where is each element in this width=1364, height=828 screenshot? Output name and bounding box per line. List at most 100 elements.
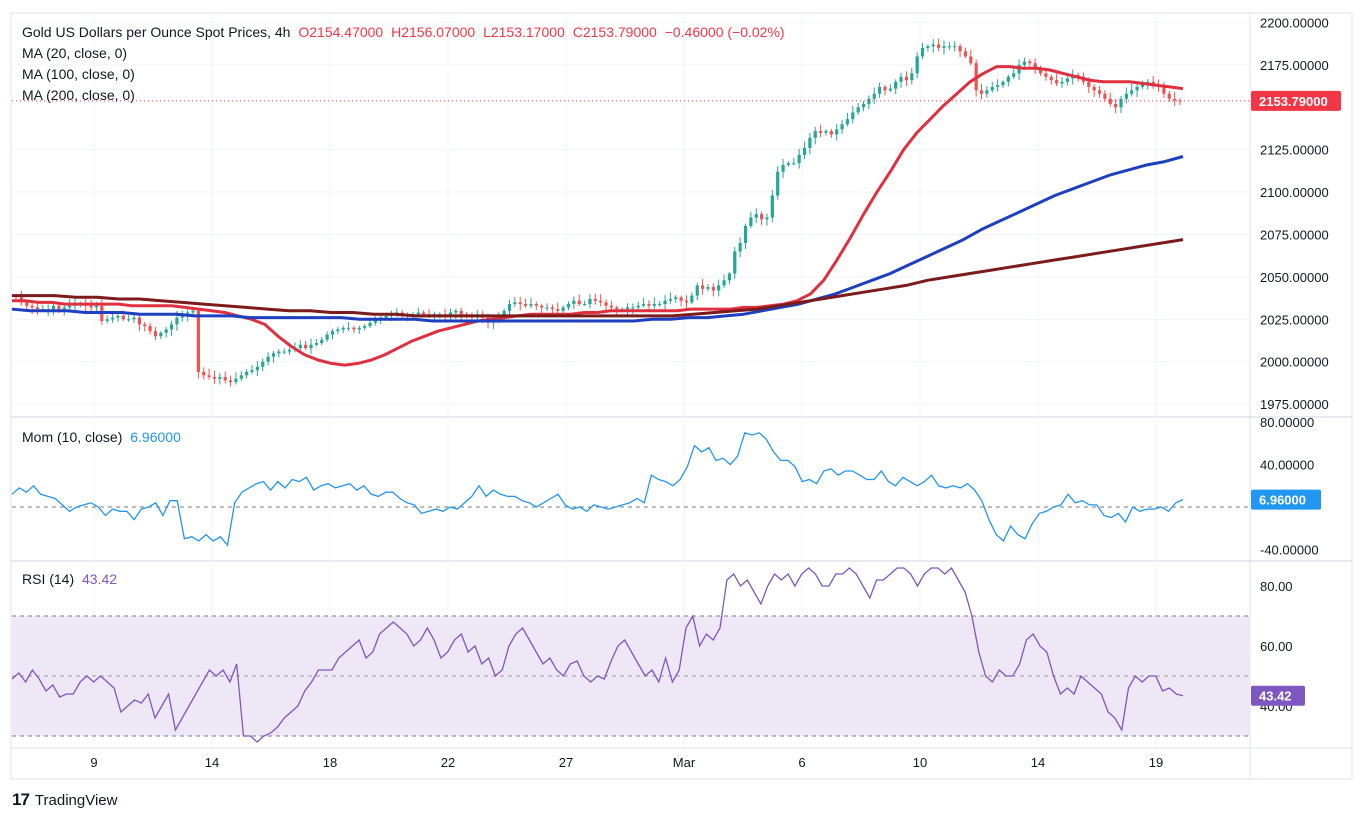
candle-body [641,304,646,306]
candle-body [990,86,994,91]
candle-body [759,214,764,220]
tradingview-brand[interactable]: 17 TradingView [12,790,117,810]
candle-body [652,304,656,306]
candle-body [1006,76,1010,82]
price-tick-label: 2200.00000 [1260,15,1329,30]
x-tick-label: 6 [798,755,805,770]
momentum-tick-label: 80.00000 [1260,415,1314,430]
candle-body [824,131,828,133]
candle-body [25,302,29,306]
candle-body [979,90,984,94]
rsi-legend[interactable]: RSI (14) 43.42 [22,569,121,589]
candle-body [556,309,560,311]
candle-body [282,351,286,353]
candle-body [1038,68,1043,74]
candle-body [1097,90,1102,94]
candle-body [599,300,603,303]
candle-body [228,380,233,383]
candle-body [513,302,517,305]
candle-body [239,375,243,379]
last-price-badge [1251,90,1341,111]
candle-body [856,107,860,113]
ma100-legend[interactable]: MA (100, close, 0) [22,66,135,82]
candle-body [336,329,340,332]
candle-body [261,361,265,367]
candle-body [706,287,710,289]
x-tick-label: Mar [673,755,696,770]
candle-body [1033,63,1037,69]
candle-body [845,119,850,125]
candle-body [153,331,158,337]
x-tick-label: 22 [441,755,455,770]
candle-body [985,90,989,94]
candle-body [550,307,555,310]
candle-body [878,86,882,94]
candle-body [577,300,581,305]
ma20-legend[interactable]: MA (20, close, 0) [22,45,128,61]
candle-body [1044,73,1048,77]
candle-body [277,351,281,354]
x-tick-label: 10 [913,755,927,770]
candle-body [346,327,351,329]
candle-body [733,251,737,274]
price-tick-label: 1975.00000 [1260,397,1329,412]
rsi-value: 43.42 [82,571,118,587]
candle-body [802,148,807,155]
candle-body [695,285,699,296]
candle-body [749,217,753,227]
candle-body [894,81,898,89]
candle-body [851,112,855,120]
ohlc-low: L2153.17000 [483,24,565,40]
candle-body [384,315,388,318]
candle-body [996,85,1000,87]
candle-body [953,46,957,48]
candle-body [309,344,313,349]
momentum-value: 6.96000 [130,429,181,445]
ohlc-high: H2156.07000 [391,24,476,40]
candle-body [765,217,769,220]
ma-line-20 [12,65,1184,367]
rsi-label: RSI (14) [22,571,75,587]
x-tick-label: 27 [559,755,573,770]
candle-body [422,312,426,315]
candle-body [658,304,662,306]
candle-body [448,312,453,316]
candle-body [690,295,694,303]
candle-body [180,315,184,318]
candle-body [1001,81,1005,86]
candle-body [245,371,249,376]
candle-body [840,124,844,130]
candle-body [143,324,147,327]
price-tick-label: 2075.00000 [1260,228,1329,243]
x-tick-label: 14 [205,755,219,770]
candle-body [1119,98,1123,108]
momentum-tick-label: 40.00000 [1260,458,1314,473]
candle-body [915,56,919,74]
ohlc-change: −0.46000 (−0.02%) [664,24,785,40]
momentum-legend[interactable]: Mom (10, close) 6.96000 [22,427,185,447]
candle-body [287,349,292,352]
last-price-label: 2153.79000 [1259,94,1328,109]
rsi-line [11,566,1184,743]
ma200-legend[interactable]: MA (200, close, 0) [22,87,135,103]
candle-body [754,214,758,218]
candle-body [459,310,463,315]
candle-body [786,163,791,165]
candle-body [234,378,238,383]
candle-body [566,304,571,308]
candle-body [191,310,195,313]
x-tick-label: 14 [1031,755,1045,770]
candle-body [872,93,876,99]
candle-body [776,171,780,196]
momentum-line [11,431,1184,547]
candle-body [250,370,254,372]
candle-body [861,103,866,108]
price-tick-label: 2175.00000 [1260,58,1329,73]
candle-body [454,310,458,313]
candle-body [668,298,673,301]
candle-body [625,307,630,310]
candle-body [663,300,667,305]
candle-body [320,339,324,344]
brand-name: TradingView [34,791,118,809]
